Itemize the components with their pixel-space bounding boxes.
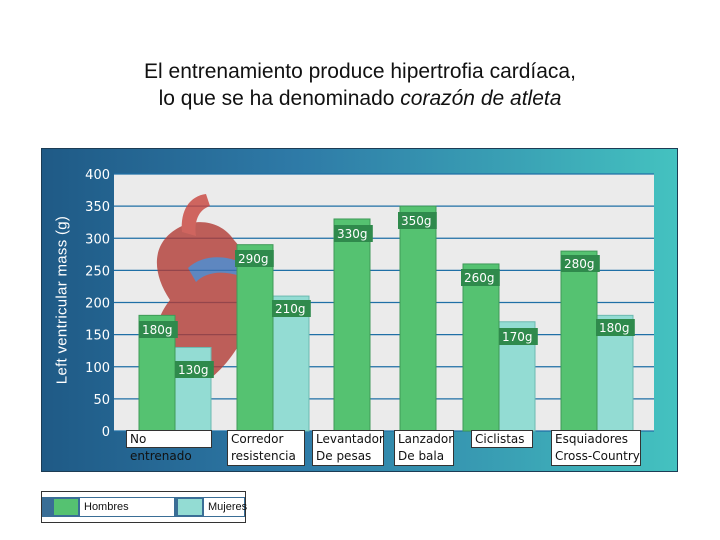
y-tick-label: 250 bbox=[85, 264, 110, 279]
category-label: Esquiadores Cross-Country bbox=[551, 430, 641, 466]
category-label-line: De bala bbox=[398, 449, 445, 463]
category-label: Corredor resistencia bbox=[227, 430, 305, 466]
y-axis-ticks: 0 50 100 150 200 250 300 350 400 bbox=[85, 168, 110, 440]
y-tick-label: 0 bbox=[102, 425, 110, 440]
category-label-line: Cross-Country bbox=[555, 449, 640, 463]
legend-label-men: Hombres bbox=[80, 498, 174, 516]
value-label-mujeres-text: 170g bbox=[502, 330, 533, 344]
bar-hombres bbox=[462, 263, 500, 432]
category-label: Ciclistas bbox=[471, 430, 533, 448]
value-label-hombres-text: 180g bbox=[142, 323, 173, 337]
value-label-hombres-text: 260g bbox=[464, 271, 495, 285]
legend-swatch-women bbox=[178, 499, 202, 515]
y-tick-label: 350 bbox=[85, 200, 110, 215]
value-label-mujeres: 210g bbox=[272, 300, 311, 317]
y-tick-label: 300 bbox=[85, 232, 110, 247]
category-label-line: No entrenado bbox=[130, 432, 192, 463]
value-label-hombres: 280g bbox=[561, 255, 600, 272]
value-label-hombres-text: 330g bbox=[337, 227, 368, 241]
value-label-hombres-bg bbox=[398, 212, 437, 229]
value-label-hombres-bg bbox=[139, 321, 178, 338]
title-emphasis: corazón de atleta bbox=[400, 87, 562, 110]
title-line-2-text: lo que se ha denominado bbox=[158, 87, 401, 110]
category-label-line: Ciclistas bbox=[475, 432, 525, 446]
value-label-hombres-bg bbox=[334, 225, 373, 242]
value-label-mujeres-bg bbox=[499, 328, 538, 345]
heart-aorta bbox=[181, 194, 210, 236]
value-label-mujeres-text: 130g bbox=[178, 363, 209, 377]
legend-label-women: Mujeres bbox=[204, 498, 247, 516]
y-tick-label: 400 bbox=[85, 168, 110, 183]
value-label-hombres-text: 290g bbox=[238, 252, 269, 266]
category-label: No entrenado bbox=[126, 430, 212, 463]
category-label-line: resistencia bbox=[231, 449, 296, 463]
value-label-mujeres-bg bbox=[596, 319, 635, 336]
title-line-1: El entrenamiento produce hipertrofia car… bbox=[144, 60, 576, 83]
title-line-2: lo que se ha denominado corazón de atlet… bbox=[0, 85, 720, 112]
value-label-hombres: 350g bbox=[398, 212, 437, 229]
value-label-hombres-bg bbox=[561, 255, 600, 272]
value-label-hombres-bg bbox=[461, 269, 500, 286]
heart-vessel-blue bbox=[188, 257, 240, 282]
value-labels: 180g 130g 290g 210g 330g 350g 260g 170g 280g 180g bbox=[139, 212, 635, 378]
legend-swatch-men bbox=[54, 499, 78, 515]
slide-title: El entrenamiento produce hipertrofia car… bbox=[0, 58, 720, 112]
bar-hombres bbox=[333, 218, 371, 432]
value-label-hombres: 290g bbox=[235, 250, 274, 267]
category-label-line: Lanzador bbox=[398, 432, 454, 446]
category-label: Lanzador De bala bbox=[394, 430, 454, 466]
value-label-mujeres-text: 180g bbox=[599, 321, 630, 335]
bar-mujeres bbox=[272, 295, 310, 432]
category-label-line: Corredor bbox=[231, 432, 284, 446]
value-label-hombres-bg bbox=[235, 250, 274, 267]
y-tick-label: 50 bbox=[93, 393, 110, 408]
bar-hombres bbox=[560, 250, 598, 432]
value-label-hombres-text: 350g bbox=[401, 214, 432, 228]
value-label-hombres-text: 280g bbox=[564, 257, 595, 271]
value-label-hombres: 330g bbox=[334, 225, 373, 242]
bar-hombres bbox=[399, 205, 437, 432]
value-label-mujeres: 170g bbox=[499, 328, 538, 345]
category-label: Levantador De pesas bbox=[312, 430, 384, 466]
value-label-hombres: 180g bbox=[139, 321, 178, 338]
category-label-line: Esquiadores bbox=[555, 432, 629, 446]
value-label-hombres: 260g bbox=[461, 269, 500, 286]
y-tick-label: 150 bbox=[85, 329, 110, 344]
value-label-mujeres-bg bbox=[272, 300, 311, 317]
value-label-mujeres: 130g bbox=[175, 361, 214, 378]
value-label-mujeres-text: 210g bbox=[275, 302, 306, 316]
y-tick-label: 200 bbox=[85, 297, 110, 312]
category-label-line: Levantador bbox=[316, 432, 384, 446]
bar-hombres bbox=[236, 244, 274, 432]
bar-mujeres bbox=[174, 346, 212, 432]
value-label-mujeres: 180g bbox=[596, 319, 635, 336]
value-label-mujeres-bg bbox=[175, 361, 214, 378]
y-tick-label: 100 bbox=[85, 361, 110, 376]
legend: Hombres Mujeres bbox=[41, 491, 247, 523]
category-label-line: De pesas bbox=[316, 449, 372, 463]
